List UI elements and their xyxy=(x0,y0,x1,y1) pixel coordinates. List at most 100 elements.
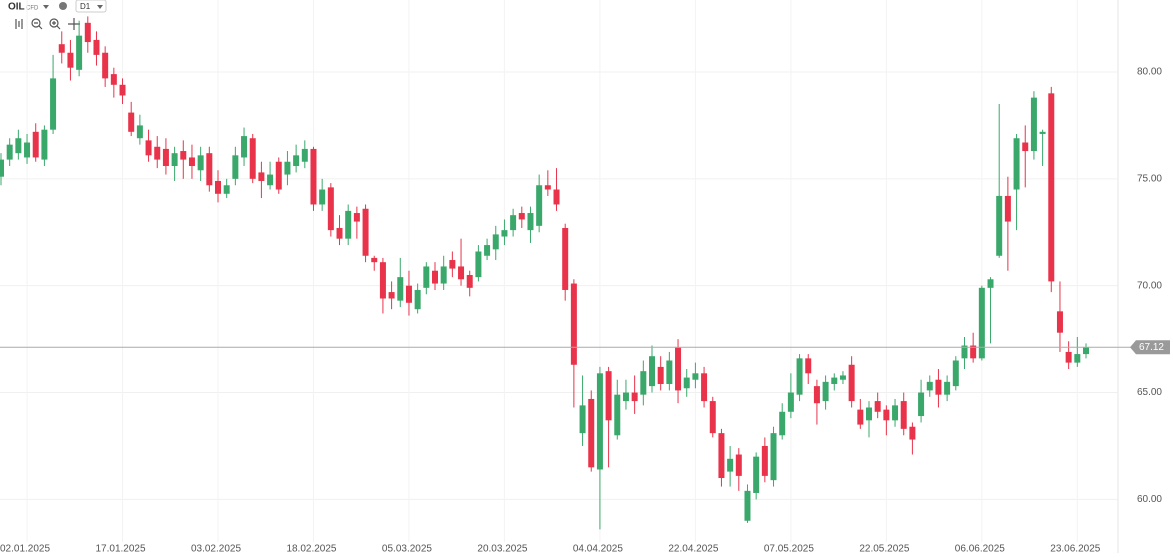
candle-body xyxy=(301,148,308,162)
y-tick-label: 75.00 xyxy=(1137,173,1162,184)
candle-body xyxy=(50,78,57,130)
candle-body xyxy=(831,377,838,384)
candle-body xyxy=(336,227,343,239)
candle-body xyxy=(987,279,994,288)
candle-body xyxy=(709,401,716,434)
candle-body xyxy=(258,172,265,181)
candle-body xyxy=(787,392,794,412)
candle-body xyxy=(110,74,117,85)
candle-body xyxy=(570,283,577,365)
candle-body xyxy=(58,44,65,53)
timeframe-select[interactable] xyxy=(75,0,107,13)
candle-body xyxy=(84,22,91,43)
candle-body xyxy=(900,401,907,429)
candle-body xyxy=(553,189,560,205)
candle-body xyxy=(188,157,195,167)
candle-body xyxy=(675,347,682,391)
candle-body xyxy=(874,401,881,412)
x-tick-label: 17.01.2025 xyxy=(95,544,145,553)
candle-body xyxy=(197,155,204,171)
candle-body xyxy=(701,373,708,402)
y-tick-label: 70.00 xyxy=(1137,280,1162,291)
candle-body xyxy=(944,381,951,395)
candle-body xyxy=(1083,347,1089,355)
candle-body xyxy=(0,159,4,177)
x-tick-label: 03.02.2025 xyxy=(191,544,241,553)
candle-body xyxy=(353,213,360,222)
candle-body xyxy=(857,409,864,425)
candle-body xyxy=(718,433,725,479)
candle-body xyxy=(510,215,517,231)
candle-body xyxy=(935,379,942,395)
candle-body xyxy=(753,456,760,493)
symbol-dropdown[interactable] xyxy=(43,5,49,9)
candle-body xyxy=(761,445,768,476)
candle-body xyxy=(327,187,334,231)
x-tick-label: 22.05.2025 xyxy=(859,544,909,553)
candle-body xyxy=(727,458,734,472)
candle-body xyxy=(67,52,74,68)
symbol: OIL xyxy=(8,2,25,13)
candle-body xyxy=(293,155,300,167)
candle-body xyxy=(926,381,933,391)
candle-body xyxy=(996,195,1003,256)
candle-body xyxy=(1030,97,1037,152)
candle-body xyxy=(588,398,595,468)
candle-body xyxy=(866,407,872,421)
x-tick-label: 20.03.2025 xyxy=(477,544,527,553)
candle-body xyxy=(15,138,22,154)
candle-body xyxy=(154,146,161,160)
candle-body xyxy=(518,213,525,220)
x-tick-label: 07.05.2025 xyxy=(764,544,814,553)
candle-body xyxy=(614,394,621,436)
x-tick-label: 05.03.2025 xyxy=(382,544,432,553)
info-icon[interactable] xyxy=(59,2,67,10)
x-tick-label: 06.06.2025 xyxy=(955,544,1005,553)
timeframe: D1 xyxy=(80,2,91,11)
zoom-out[interactable] xyxy=(31,18,41,28)
candle-body xyxy=(1056,311,1063,333)
candle-body xyxy=(162,148,169,167)
candle-body xyxy=(579,405,586,434)
candle-body xyxy=(102,52,109,79)
x-tick-label: 18.02.2025 xyxy=(286,544,336,553)
last-price-tag xyxy=(1130,340,1170,355)
candle-body xyxy=(1048,93,1055,282)
candle-body xyxy=(536,185,543,226)
zoom-in[interactable] xyxy=(49,18,59,28)
candle-body xyxy=(241,136,248,158)
candle-body xyxy=(249,138,256,179)
candle-body xyxy=(76,35,83,70)
candle-body xyxy=(180,151,187,160)
indicator-tool[interactable] xyxy=(15,19,23,29)
candle-body xyxy=(848,364,855,402)
candle-body xyxy=(6,144,13,160)
candle-body xyxy=(596,373,603,470)
candle-body xyxy=(501,230,508,237)
candle-body xyxy=(119,84,126,96)
candle-body xyxy=(458,266,465,280)
candle-body xyxy=(683,377,690,389)
candle-body xyxy=(128,112,135,132)
candle-body xyxy=(492,234,499,250)
candle-body xyxy=(136,125,143,139)
last-price-label: 67.12 xyxy=(1139,342,1164,353)
candle-body xyxy=(1004,195,1011,222)
candle-body xyxy=(319,189,326,205)
candle-body xyxy=(1065,351,1072,363)
candle-body xyxy=(1022,142,1029,152)
candle-body xyxy=(970,345,977,359)
candle-body xyxy=(267,174,274,186)
candle-body xyxy=(440,266,447,284)
candle-body xyxy=(171,153,178,167)
candle-body xyxy=(813,386,820,404)
y-tick-label: 65.00 xyxy=(1137,387,1162,398)
candle-body xyxy=(1074,354,1081,363)
candle-body xyxy=(544,185,551,190)
timeframe-dropdown xyxy=(97,5,103,9)
candle-body xyxy=(414,289,421,310)
candle-body xyxy=(961,345,968,359)
pan-tool[interactable] xyxy=(68,18,80,30)
candle-body xyxy=(562,227,569,290)
